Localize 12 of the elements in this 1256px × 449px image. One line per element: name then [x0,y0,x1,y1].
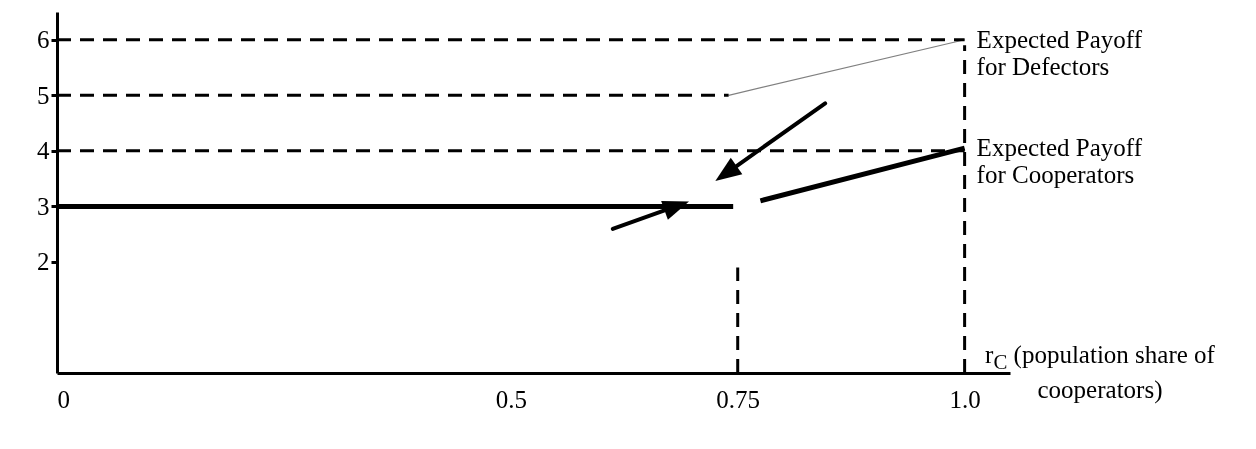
series-label: Expected Payoff for Defectors [976,25,1143,80]
x-tick-label: 1.0 [949,385,981,413]
series-label: Expected Payoff for Cooperators [976,134,1143,189]
x-axis-title: r$_{C}$ (population share of cooperators) [984,341,1216,403]
x-tick-label: 0.75 [716,385,761,413]
x-tick-label: 0.5 [495,385,527,413]
y-tick-label: 2 [37,248,50,276]
y-tick-label: 6 [37,26,50,54]
y-tick-label: 3 [37,192,50,220]
y-tick-label: 5 [37,81,50,109]
y-tick-label: 4 [37,137,50,165]
x-tick-label: 0 [57,385,70,413]
